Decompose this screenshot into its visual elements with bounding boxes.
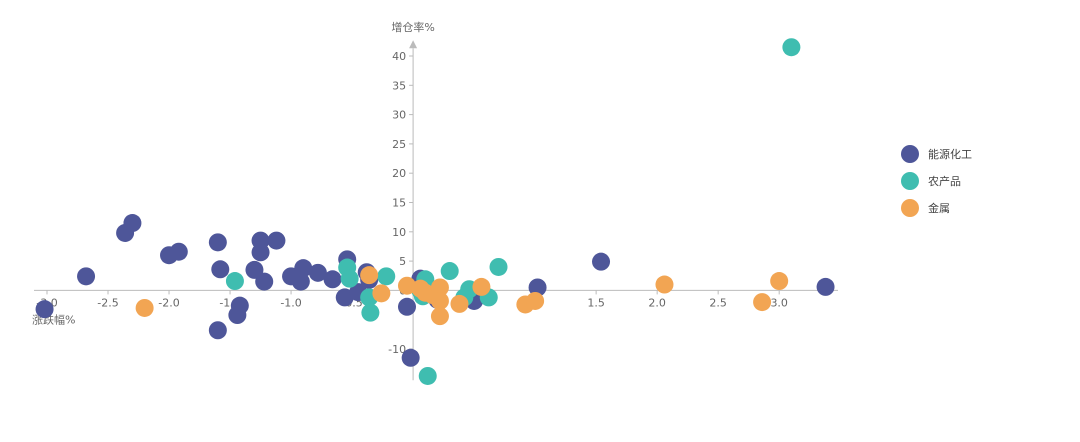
scatter-point[interactable] <box>323 270 342 289</box>
scatter-point[interactable] <box>770 272 789 291</box>
scatter-point[interactable] <box>77 267 96 286</box>
legend-marker <box>901 145 919 163</box>
scatter-point[interactable] <box>372 284 391 303</box>
series-2 <box>135 266 789 326</box>
y-tick-label: 40 <box>392 50 406 63</box>
scatter-point[interactable] <box>228 306 247 325</box>
scatter-point[interactable] <box>308 263 327 282</box>
scatter-point[interactable] <box>430 307 449 326</box>
scatter-point[interactable] <box>528 278 547 297</box>
y-tick-label: 15 <box>392 197 406 210</box>
x-tick-label: -1.0 <box>280 296 301 309</box>
scatter-point[interactable] <box>225 272 244 291</box>
legend-label: 能源化工 <box>928 147 972 161</box>
scatter-point[interactable] <box>472 277 491 296</box>
scatter-point[interactable] <box>340 269 359 288</box>
scatter-point[interactable] <box>267 231 286 250</box>
y-tick-label: 20 <box>392 167 406 180</box>
y-tick-label: -10 <box>388 343 406 356</box>
scatter-point[interactable] <box>123 214 142 233</box>
y-tick-label: 5 <box>399 255 406 268</box>
x-tick-label: -2.5 <box>97 296 118 309</box>
scatter-point[interactable] <box>397 297 416 316</box>
scatter-point[interactable] <box>208 321 227 340</box>
scatter-point[interactable] <box>169 242 188 261</box>
scatter-point[interactable] <box>361 303 380 322</box>
scatter-point[interactable] <box>430 291 449 310</box>
x-tick-label: -2.0 <box>158 296 179 309</box>
scatter-point[interactable] <box>397 276 416 295</box>
scatter-point[interactable] <box>294 259 313 278</box>
x-tick-label: 2.5 <box>709 296 727 309</box>
scatter-point[interactable] <box>782 38 801 57</box>
scatter-point[interactable] <box>655 275 674 294</box>
scatter-point[interactable] <box>360 266 379 285</box>
scatter-point[interactable] <box>255 272 274 291</box>
legend-item[interactable]: 能源化工 <box>901 145 972 163</box>
scatter-point[interactable] <box>418 366 437 385</box>
scatter-point[interactable] <box>211 260 230 279</box>
legend-marker <box>901 172 919 190</box>
legend-item[interactable]: 金属 <box>901 199 950 217</box>
series-1 <box>225 38 801 385</box>
legend-item[interactable]: 农产品 <box>901 172 961 190</box>
y-tick-label: 25 <box>392 138 406 151</box>
scatter-point[interactable] <box>208 233 227 252</box>
scatter-point[interactable] <box>291 272 310 291</box>
scatter-point[interactable] <box>35 300 54 319</box>
scatter-point[interactable] <box>251 243 270 262</box>
y-tick-label: 10 <box>392 226 406 239</box>
scatter-point[interactable] <box>526 291 545 310</box>
x-tick-label: 2.0 <box>648 296 666 309</box>
scatter-point[interactable] <box>489 257 508 276</box>
y-axis-title: 增仓率% <box>391 20 434 34</box>
scatter-point[interactable] <box>401 348 420 367</box>
y-tick-label: 30 <box>392 109 406 122</box>
series-0 <box>35 214 835 367</box>
scatter-point[interactable] <box>135 298 154 317</box>
x-tick-label: 1.5 <box>587 296 605 309</box>
scatter-point[interactable] <box>430 278 449 297</box>
scatter-point[interactable] <box>377 267 396 286</box>
scatter-point[interactable] <box>753 293 772 312</box>
scatter-point[interactable] <box>592 252 611 271</box>
axes-layer: -3.0-2.5-2.0-1.5-1.0-0.50.51.01.52.02.53… <box>32 20 838 381</box>
y-tick-label: 35 <box>392 79 406 92</box>
legend-marker <box>901 199 919 217</box>
points-layer <box>35 38 835 385</box>
y-axis-arrow <box>409 40 418 49</box>
legend-label: 农产品 <box>928 174 961 188</box>
scatter-point[interactable] <box>440 262 459 281</box>
scatter-point[interactable] <box>816 277 835 296</box>
x-tick-label: 3.0 <box>770 296 788 309</box>
legend-label: 金属 <box>928 201 950 215</box>
scatter-point[interactable] <box>450 294 469 313</box>
